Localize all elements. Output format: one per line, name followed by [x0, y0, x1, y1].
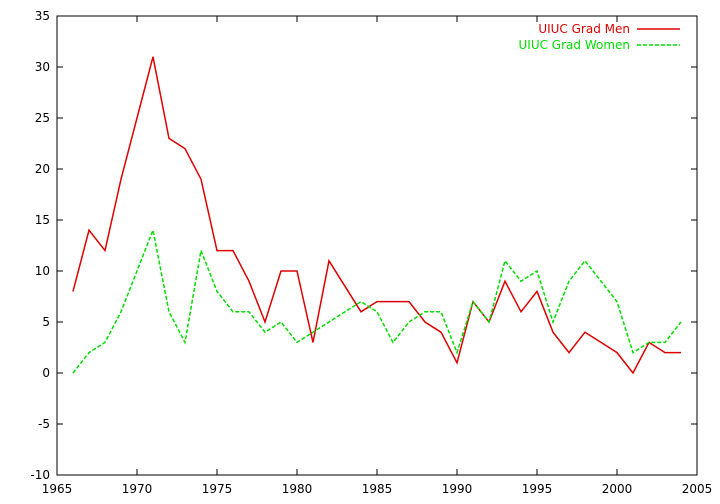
legend-label: UIUC Grad Men [538, 22, 630, 36]
series-line-men [72, 56, 681, 375]
y-tick-label: -5 [38, 417, 50, 431]
x-tick-label: 1970 [122, 482, 153, 496]
y-tick-label: 5 [42, 315, 50, 329]
series-line-women [72, 227, 682, 374]
plot-frame [56, 15, 698, 476]
y-tick-label: 15 [35, 213, 50, 227]
x-tick-label: 1980 [282, 482, 313, 496]
x-tick-label: 2000 [602, 482, 633, 496]
y-tick-label: 0 [42, 366, 50, 380]
y-tick-label: 35 [35, 9, 50, 23]
x-axis: 1965 1970 1975 1980 1985 1990 1995 2000 2005 [42, 16, 713, 496]
x-tick-label: 2005 [682, 482, 713, 496]
x-tick-label: 1965 [42, 482, 73, 496]
x-tick-label: 1995 [522, 482, 553, 496]
legend-label: UIUC Grad Women [519, 38, 631, 52]
y-tick-label: 25 [35, 111, 50, 125]
series-layer [72, 56, 682, 375]
y-tick-label: 20 [35, 162, 50, 176]
x-tick-label: 1975 [202, 482, 233, 496]
y-tick-label: -10 [30, 468, 50, 482]
x-tick-label: 1985 [362, 482, 393, 496]
legend: UIUC Grad Men UIUC Grad Women [519, 22, 680, 52]
y-tick-label: 10 [35, 264, 50, 278]
x-tick-label: 1990 [442, 482, 473, 496]
y-axis: -10 -5 0 5 10 15 20 25 30 35 [30, 9, 697, 482]
y-tick-label: 30 [35, 60, 50, 74]
